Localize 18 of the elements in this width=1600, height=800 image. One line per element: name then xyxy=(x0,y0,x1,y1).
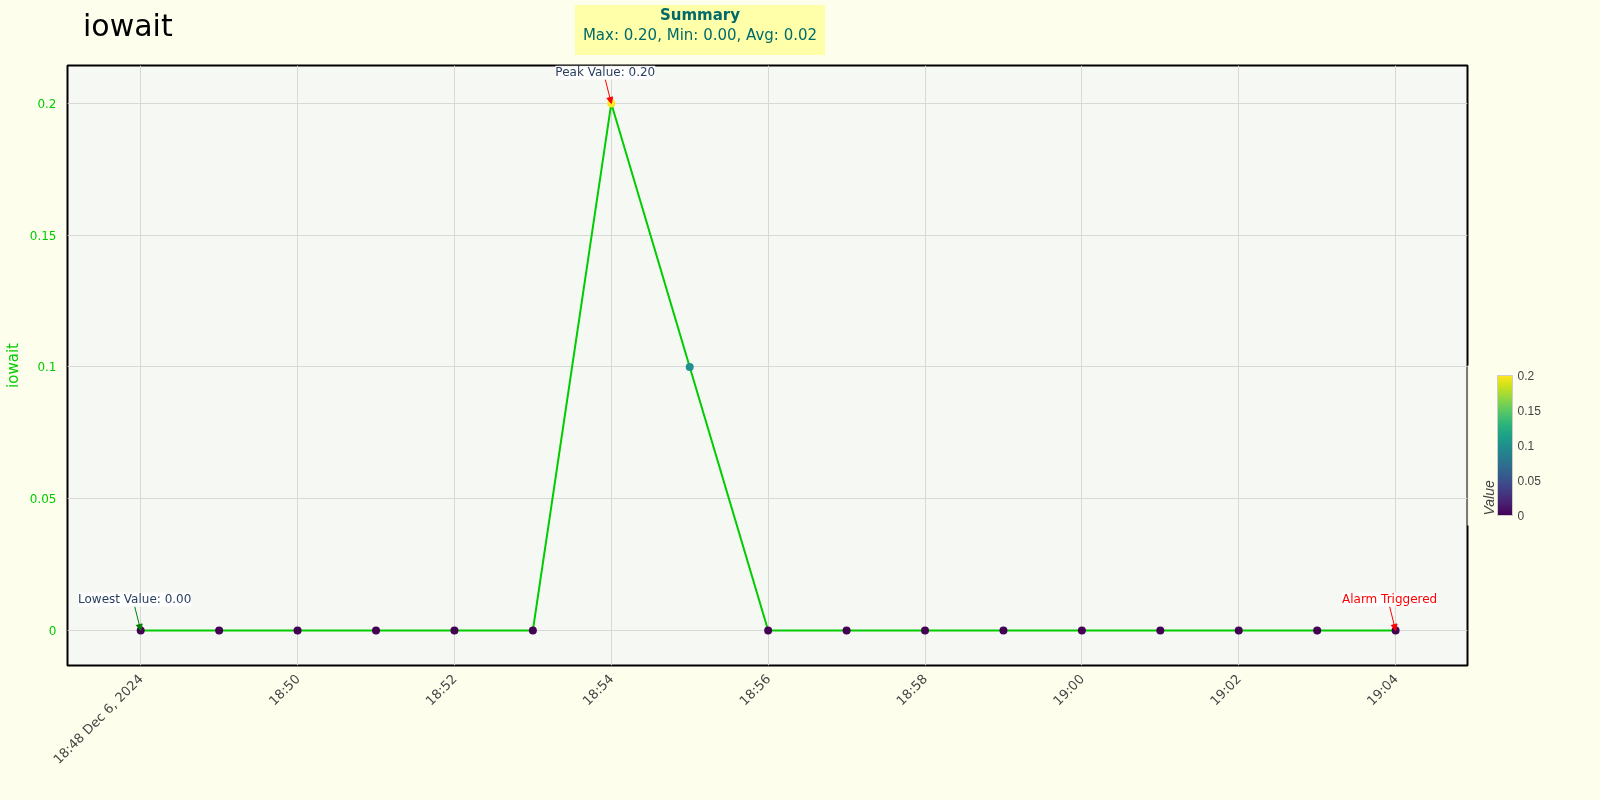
annotation: Alarm Triggered xyxy=(1341,592,1438,607)
y-tick-label: 0 xyxy=(48,623,57,638)
y-tick-label: 0.2 xyxy=(37,96,57,111)
color-bar-label: 0.05 xyxy=(1517,474,1542,488)
color-bar-label: 0.15 xyxy=(1517,404,1542,418)
y-tick-label: 0.05 xyxy=(29,492,57,507)
chart-subtitle: Summary xyxy=(659,6,741,24)
color-bar-label: 0.2 xyxy=(1517,369,1535,383)
y-axis-title: iowait xyxy=(3,342,22,388)
annotation: Peak Value: 0.20 xyxy=(555,65,656,80)
annotation: Lowest Value: 0.00 xyxy=(78,592,192,607)
color-bar-label: 0.1 xyxy=(1517,439,1535,453)
color-bar-label: 0 xyxy=(1517,509,1525,523)
chart-title: iowait xyxy=(83,7,173,45)
color-bar-title: Value xyxy=(1480,480,1497,516)
y-tick-label: 0.15 xyxy=(29,228,57,243)
y-tick-label: 0.1 xyxy=(37,360,57,375)
text: Max: 0.20, Min: 0.00, Avg: 0.02 xyxy=(582,26,818,44)
